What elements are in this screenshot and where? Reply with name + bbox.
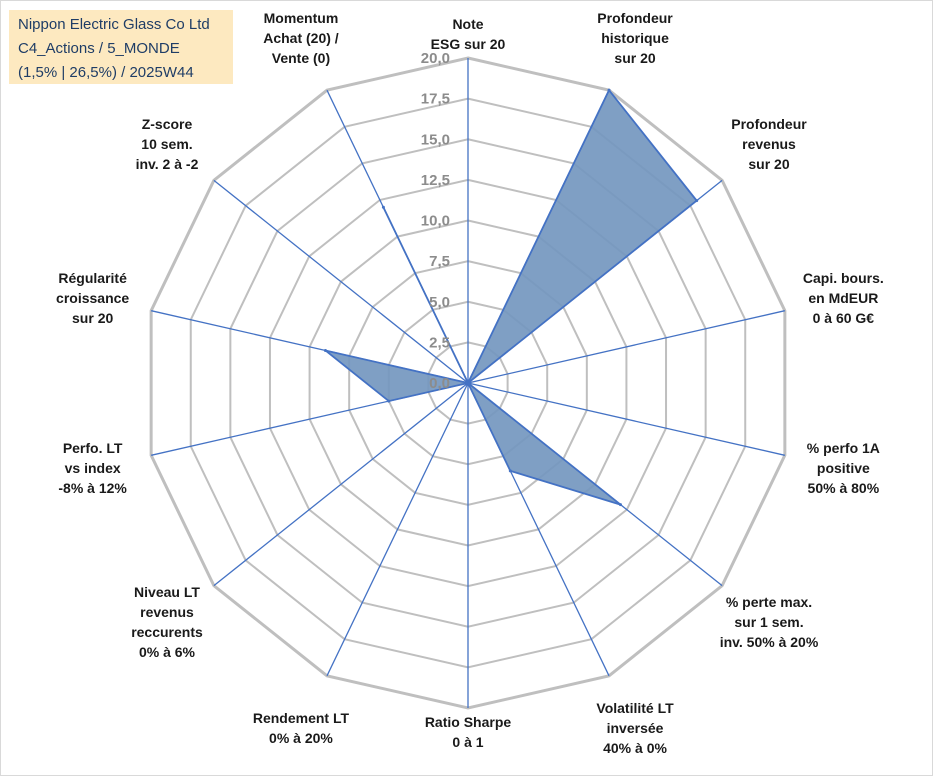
axis-label-4-line-2: 50% à 80% <box>807 480 880 497</box>
axis-label-6-line-0: Volatilité LT <box>596 700 674 717</box>
axis-label-1: Profondeur historique sur 20 <box>550 8 720 68</box>
axis-label-13: Momentum Achat (20) / Vente (0) <box>216 8 386 68</box>
radar-tick-labels: 0,0 2,5 5,0 7,5 10,0 12,5 15,0 17,5 20,0 <box>421 50 450 392</box>
axis-spoke-12 <box>213 179 469 384</box>
title-line-range: (1,5% | 26,5%) / 2025W44 <box>18 64 194 81</box>
axis-label-0-line-1: ESG sur 20 <box>430 36 506 52</box>
axis-label-3-line-0: Capi. bours. <box>802 269 884 286</box>
axis-spoke-9 <box>213 382 469 587</box>
data-point-1 <box>607 88 611 92</box>
axis-label-4-line-1: positive <box>816 460 870 477</box>
axis-label-2-line-0: Profondeur <box>731 116 807 133</box>
axis-label-12-line-0: Z-score <box>141 116 193 133</box>
axis-label-7-line-1: 0 à 1 <box>452 734 484 750</box>
tick-label-0: 0,0 <box>429 375 450 392</box>
tick-label-8: 20,0 <box>421 50 450 67</box>
axis-label-10-line-2: -8% à 12% <box>58 480 127 497</box>
axis-label-12-line-1: 10 sem. <box>141 136 193 153</box>
axis-label-5-line-1: sur 1 sem. <box>734 613 804 630</box>
tick-label-5: 12,5 <box>421 172 450 189</box>
data-point-12 <box>466 381 470 385</box>
axis-label-13-line-1: Achat (20) / <box>263 29 339 46</box>
axis-label-5-line-0: % perte max. <box>725 593 813 610</box>
axis-label-7: Ratio Sharpe 0 à 1 <box>383 712 553 752</box>
axis-label-2: Profondeur revenus sur 20 <box>684 114 854 174</box>
axis-label-8: Rendement LT 0% à 20% <box>216 708 386 748</box>
axis-label-13-line-0: Momentum <box>263 9 339 26</box>
axis-label-11-line-2: sur 20 <box>72 309 114 326</box>
axis-label-13-line-2: Vente (0) <box>271 49 331 66</box>
title-line-company: Nippon Electric Glass Co Ltd <box>18 16 210 33</box>
axis-label-3-line-1: en MdEUR <box>808 289 879 306</box>
axis-label-1-line-1: historique <box>601 29 669 46</box>
data-point-10 <box>387 399 391 403</box>
axis-label-6-line-1: inversée <box>606 720 664 737</box>
data-point-11 <box>323 348 327 352</box>
axis-label-11-line-0: Régularité <box>58 269 127 286</box>
axis-label-2-line-2: sur 20 <box>748 156 790 173</box>
data-point-13 <box>381 205 385 209</box>
axis-label-9: Niveau LT revenus reccurents 0% à 6% <box>82 582 252 662</box>
tick-label-1: 2,5 <box>429 334 450 351</box>
radar-points <box>323 88 699 507</box>
tick-label-3: 7,5 <box>429 253 450 270</box>
radar-series <box>324 88 698 506</box>
axis-label-1-line-0: Profondeur <box>597 9 673 26</box>
axis-label-9-line-2: reccurents <box>131 623 203 640</box>
axis-label-8-line-1: 0% à 20% <box>269 730 333 747</box>
axis-label-4: % perfo 1A positive 50% à 80% <box>758 438 928 498</box>
axis-label-0: Note ESG sur 20 <box>383 14 553 54</box>
axis-label-11: Régularité croissance sur 20 <box>8 268 178 328</box>
axis-spoke-3 <box>467 310 785 384</box>
axis-label-5-line-2: inv. 50% à 20% <box>719 633 819 650</box>
axis-label-11-line-1: croissance <box>56 289 130 306</box>
tick-label-4: 10,0 <box>421 213 450 230</box>
data-point-5 <box>618 503 622 507</box>
tick-label-2: 5,0 <box>429 294 450 311</box>
axis-label-9-line-1: revenus <box>140 603 194 620</box>
title-line-category: C4_Actions / 5_MONDE <box>18 40 180 57</box>
axis-label-9-line-0: Niveau LT <box>134 583 200 600</box>
axis-label-6: Volatilité LT inversée 40% à 0% <box>550 698 720 758</box>
axis-label-7-line-0: Ratio Sharpe <box>424 714 512 730</box>
axis-label-2-line-1: revenus <box>742 136 796 153</box>
axis-label-1-line-2: sur 20 <box>614 49 656 66</box>
axis-label-5: % perte max. sur 1 sem. inv. 50% à 20% <box>684 592 854 652</box>
axis-label-0-line-0: Note <box>452 16 484 32</box>
axis-label-10-line-0: Perfo. LT <box>62 440 123 457</box>
chart-title-box: Nippon Electric Glass Co Ltd C4_Actions … <box>9 10 233 84</box>
axis-label-8-line-0: Rendement LT <box>252 710 350 727</box>
axis-label-6-line-2: 40% à 0% <box>603 740 667 757</box>
axis-spoke-8 <box>326 382 469 677</box>
tick-label-6: 15,0 <box>421 131 450 148</box>
axis-label-10-line-1: vs index <box>64 460 121 477</box>
axis-label-12: Z-score 10 sem. inv. 2 à -2 <box>82 114 252 174</box>
axis-label-3-line-2: 0 à 60 G€ <box>812 309 875 326</box>
series-area-0 <box>324 88 698 506</box>
axis-spoke-4 <box>467 382 785 456</box>
axis-label-4-line-0: % perfo 1A <box>806 440 880 457</box>
axis-label-10: Perfo. LT vs index -8% à 12% <box>8 438 178 498</box>
axis-label-9-line-3: 0% à 6% <box>138 643 195 660</box>
tick-label-7: 17,5 <box>421 91 450 108</box>
axis-label-12-line-2: inv. 2 à -2 <box>135 156 199 173</box>
data-point-2 <box>695 199 699 203</box>
data-point-6 <box>508 469 512 473</box>
axis-label-3: Capi. bours. en MdEUR 0 à 60 G€ <box>758 268 928 328</box>
